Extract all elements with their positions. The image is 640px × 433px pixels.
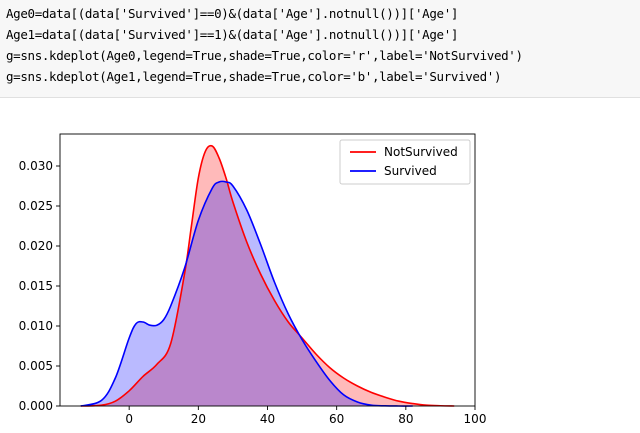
x-tick-label: 40: [260, 412, 275, 426]
code-line: g=sns.kdeplot(Age1,legend=True,shade=Tru…: [6, 69, 502, 84]
x-tick-label: 0: [125, 412, 133, 426]
code-line: g=sns.kdeplot(Age0,legend=True,shade=Tru…: [6, 48, 523, 63]
y-tick-label: 0.025: [19, 199, 53, 213]
cell-output: 0 20 40 60 80 100 0.000 0.005 0.010 0.015 0.020 0.0…: [0, 98, 640, 429]
code-line: Age1=data[(data['Survived']==1)&(data['A…: [6, 27, 459, 42]
y-tick-label: 0.000: [19, 399, 53, 413]
kde-chart: 0 20 40 60 80 100 0.000 0.005 0.010 0.015 0.020 0.0…: [19, 133, 487, 426]
y-tick-label: 0.010: [19, 319, 53, 333]
legend-label: NotSurvived: [384, 145, 458, 159]
series-line-0: [80, 144, 455, 407]
y-tick-label: 0.005: [19, 359, 53, 373]
series-line-1: [80, 180, 413, 407]
series-area-0: [80, 145, 455, 406]
x-tick-label: 100: [464, 412, 487, 426]
legend-label: Survived: [384, 164, 437, 178]
y-tick-label: 0.015: [19, 279, 53, 293]
x-tick-label: 80: [398, 412, 413, 426]
series-area-1: [80, 181, 413, 407]
y-tick-label: 0.030: [19, 159, 53, 173]
x-tick-label: 60: [329, 412, 344, 426]
legend: [339, 139, 471, 185]
code-cell[interactable]: Age0=data[(data['Survived']==0)&(data['A…: [0, 0, 640, 98]
y-tick-label: 0.020: [19, 239, 53, 253]
code-line: Age0=data[(data['Survived']==0)&(data['A…: [6, 6, 459, 21]
x-tick-label: 20: [191, 412, 206, 426]
